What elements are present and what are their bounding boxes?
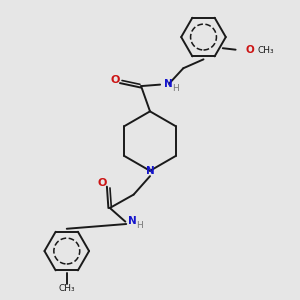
Text: H: H bbox=[136, 221, 143, 230]
Text: O: O bbox=[110, 75, 120, 85]
Text: O: O bbox=[97, 178, 106, 188]
Text: N: N bbox=[146, 166, 154, 176]
Text: H: H bbox=[172, 84, 179, 93]
Text: N: N bbox=[128, 216, 137, 226]
Text: N: N bbox=[164, 79, 173, 89]
Text: O: O bbox=[246, 45, 254, 55]
Text: CH₃: CH₃ bbox=[58, 284, 75, 293]
Text: CH₃: CH₃ bbox=[258, 46, 274, 55]
